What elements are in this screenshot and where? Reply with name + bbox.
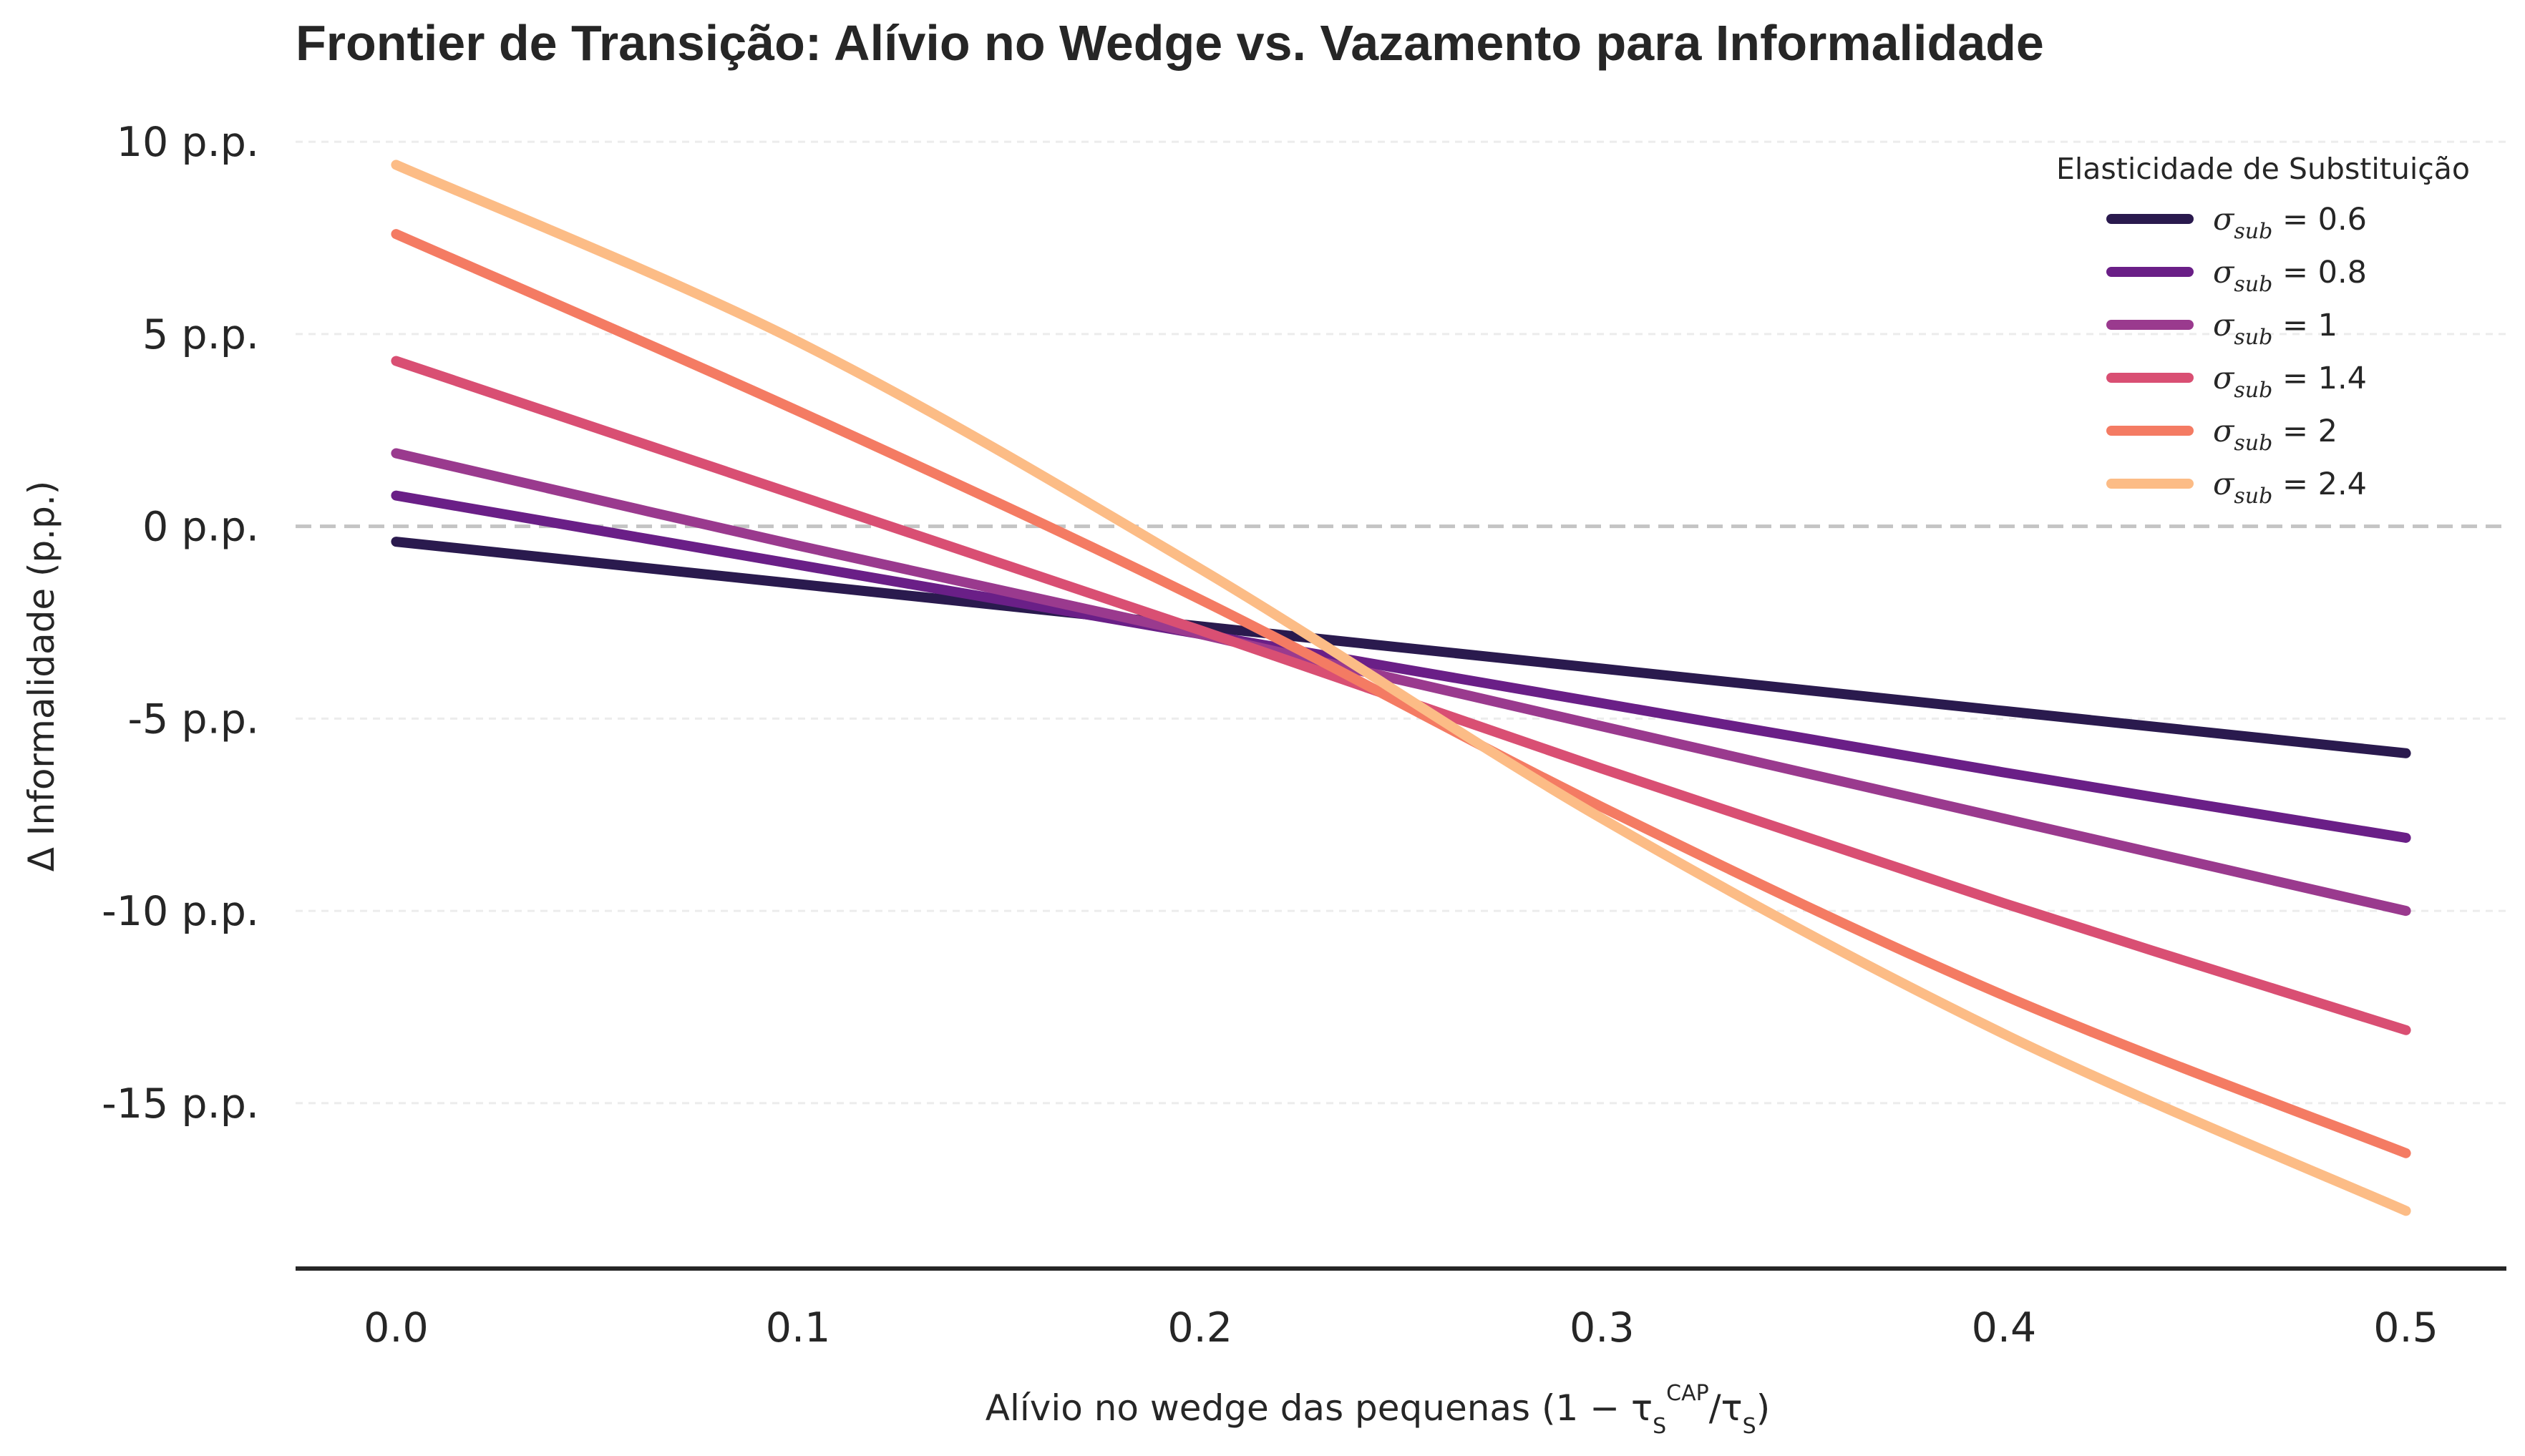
x-tick-label: 0.2 [1167,1304,1232,1352]
x-tick-label: 0.0 [364,1304,429,1352]
chart-title: Frontier de Transição: Alívio no Wedge v… [296,15,2044,71]
series-line [391,160,2411,1216]
y-axis-label: Δ Informalidade (p.p.) [21,481,62,872]
y-tick-label: -15 p.p. [102,1080,259,1128]
y-tick-label: 10 p.p. [117,119,259,166]
legend: Elasticidade de Substituição σsub = 0.6 σ… [2056,152,2470,509]
legend-title: Elasticidade de Substituição [2056,152,2470,186]
legend-label: σsub = 1 [2213,308,2337,350]
legend-item: σsub = 1 [2106,308,2337,350]
legend-item: σsub = 2 [2106,414,2337,456]
y-tick-label: -10 p.p. [102,888,259,935]
legend-label: σsub = 0.6 [2213,202,2367,244]
series-line [391,490,2411,843]
x-tick-label: 0.4 [1972,1304,2037,1352]
series-line [391,537,2411,758]
x-tick-label: 0.1 [766,1304,831,1352]
series-lines [391,160,2411,1216]
legend-label: σsub = 0.8 [2213,255,2367,297]
y-tick-labels: 10 p.p. 5 p.p. 0 p.p. -5 p.p. -10 p.p. -15 p.… [102,119,259,1128]
grid-lines [296,140,2506,1105]
y-tick-label: 5 p.p. [142,311,259,358]
legend-item: σsub = 2.4 [2106,466,2367,509]
x-tick-labels: 0.0 0.1 0.2 0.3 0.4 0.5 [364,1304,2438,1352]
legend-item: σsub = 0.8 [2106,255,2367,297]
x-tick-label: 0.3 [1570,1304,1635,1352]
y-tick-label: 0 p.p. [142,504,259,551]
legend-item: σsub = 1.4 [2106,361,2367,403]
y-tick-label: -5 p.p. [127,695,259,743]
x-tick-label: 0.5 [2373,1304,2438,1352]
x-axis-label: Alívio no wedge das pequenas (1 − τSCAP/… [986,1381,1770,1439]
series-line [391,229,2411,1158]
series-line [391,448,2411,917]
legend-label: σsub = 2 [2213,414,2337,456]
legend-label: σsub = 1.4 [2213,361,2367,403]
legend-item: σsub = 0.6 [2106,202,2367,244]
legend-label: σsub = 2.4 [2213,466,2367,509]
